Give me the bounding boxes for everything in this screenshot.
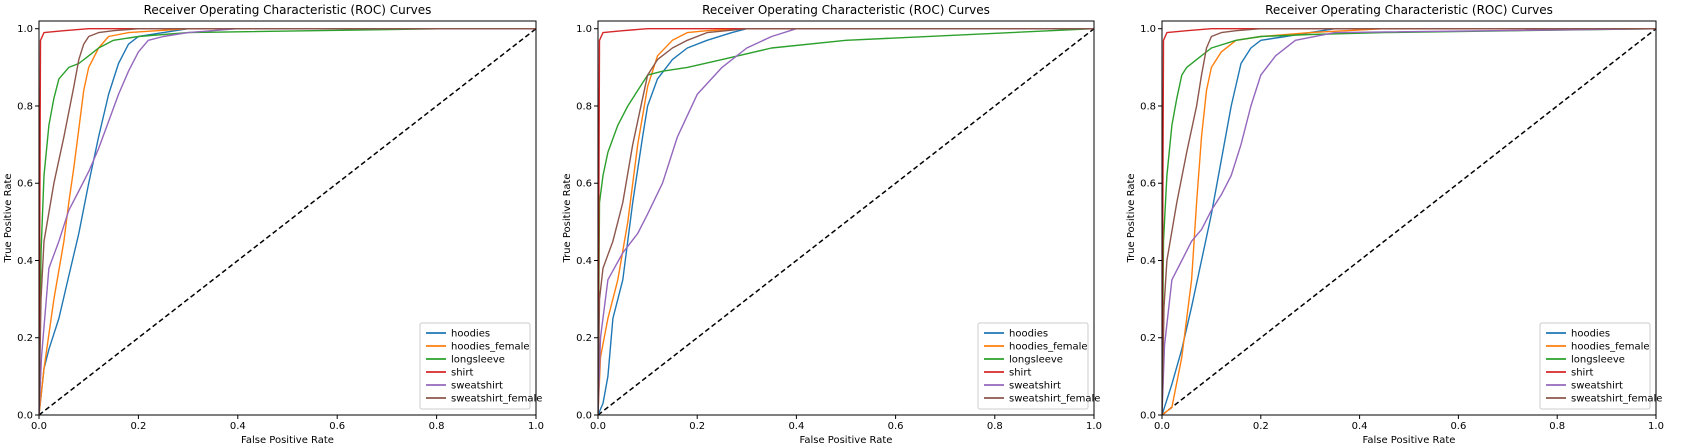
series-line-hoodies-female	[598, 28, 1094, 415]
legend-label: sweatshirt_female	[1571, 394, 1662, 405]
y-tick-label: 0.6	[576, 179, 592, 190]
x-tick-label: 0.2	[1253, 421, 1269, 432]
legend-label: hoodies	[1009, 329, 1048, 340]
series-line-hoodies	[39, 28, 536, 415]
roc-chart-1: Receiver Operating Characteristic (ROC) …	[3, 3, 544, 446]
x-tick-label: 0.0	[31, 421, 47, 432]
legend-label: longsleeve	[1009, 355, 1063, 366]
legend-label: shirt	[1009, 368, 1031, 379]
y-axis-label: True Positive Rate	[1126, 173, 1137, 263]
legend-box	[1539, 322, 1651, 410]
x-tick-label: 0.2	[130, 421, 146, 432]
x-tick-label: 0.4	[788, 421, 804, 432]
y-tick-label: 0.4	[576, 256, 592, 267]
x-tick-label: 0.6	[329, 421, 345, 432]
series-line-longsleeve	[39, 28, 536, 415]
x-tick-label: 0.4	[230, 421, 246, 432]
chance-diagonal	[1162, 28, 1656, 415]
series-line-sweatshirt-female	[39, 28, 536, 415]
chart-title: Receiver Operating Characteristic (ROC) …	[702, 3, 990, 17]
legend-label: hoodies	[1571, 329, 1610, 340]
y-tick-label: 0.8	[576, 101, 592, 112]
legend-label: longsleeve	[451, 355, 505, 366]
x-tick-label: 1.0	[1648, 421, 1664, 432]
y-tick-label: 0.2	[17, 333, 33, 344]
legend-label: sweatshirt	[1571, 381, 1623, 392]
y-tick-label: 0.0	[17, 411, 33, 422]
legend-label: sweatshirt_female	[1009, 394, 1100, 405]
x-axis-label: False Positive Rate	[800, 435, 893, 446]
legend: hoodies hoodies_female longsleeve shirt swea…	[419, 322, 542, 410]
chart-title: Receiver Operating Characteristic (ROC) …	[1265, 3, 1553, 17]
x-tick-label: 0.4	[1352, 421, 1368, 432]
legend-label: sweatshirt_female	[451, 394, 542, 405]
legend-label: shirt	[451, 368, 473, 379]
plot-frame	[597, 20, 1095, 416]
series-line-sweatshirt-female	[598, 28, 1094, 415]
x-axis-label: False Positive Rate	[241, 435, 334, 446]
y-tick-label: 0.2	[1140, 333, 1156, 344]
roc-chart-3: Receiver Operating Characteristic (ROC) …	[1126, 3, 1664, 446]
y-tick-label: 0.0	[576, 411, 592, 422]
legend-label: hoodies_female	[1009, 342, 1088, 353]
y-tick-label: 0.8	[17, 101, 33, 112]
y-tick-label: 0.8	[1140, 101, 1156, 112]
x-tick-label: 0.8	[1549, 421, 1565, 432]
series-line-hoodies-female	[39, 28, 536, 415]
legend-box	[419, 322, 531, 410]
x-tick-label: 0.8	[987, 421, 1003, 432]
series-line-longsleeve	[1162, 28, 1656, 415]
y-tick-label: 0.2	[576, 333, 592, 344]
y-tick-label: 0.0	[1140, 411, 1156, 422]
legend: hoodies hoodies_female longsleeve shirt swea…	[1539, 322, 1662, 410]
series-line-shirt	[598, 28, 1094, 415]
y-axis-label: True Positive Rate	[3, 173, 14, 263]
series-line-sweatshirt-female	[1162, 28, 1656, 415]
x-tick-label: 0.6	[1450, 421, 1466, 432]
plot-frame	[38, 20, 537, 416]
chart-title: Receiver Operating Characteristic (ROC) …	[144, 3, 432, 17]
legend-label: hoodies_female	[1571, 342, 1650, 353]
y-tick-label: 1.0	[17, 24, 33, 35]
y-tick-label: 0.6	[17, 179, 33, 190]
y-tick-label: 0.4	[17, 256, 33, 267]
legend-box	[977, 322, 1089, 410]
series-line-hoodies-female	[1162, 28, 1656, 415]
x-tick-label: 0.0	[1154, 421, 1170, 432]
series-line-hoodies	[598, 28, 1094, 415]
chance-diagonal	[598, 28, 1094, 415]
legend: hoodies hoodies_female longsleeve shirt swea…	[977, 322, 1100, 410]
series-line-sweatshirt	[39, 28, 536, 415]
x-tick-label: 0.2	[689, 421, 705, 432]
x-tick-label: 0.6	[888, 421, 904, 432]
x-tick-label: 0.0	[590, 421, 606, 432]
x-tick-label: 1.0	[528, 421, 544, 432]
legend-label: shirt	[1571, 368, 1593, 379]
y-tick-label: 0.4	[1140, 256, 1156, 267]
y-axis-label: True Positive Rate	[562, 173, 573, 263]
legend-label: sweatshirt	[451, 381, 503, 392]
series-line-sweatshirt	[1162, 28, 1656, 415]
legend-label: hoodies	[451, 329, 490, 340]
y-tick-label: 1.0	[1140, 24, 1156, 35]
x-tick-label: 0.8	[429, 421, 445, 432]
chance-diagonal	[39, 28, 536, 415]
x-tick-label: 1.0	[1086, 421, 1102, 432]
legend-label: sweatshirt	[1009, 381, 1061, 392]
legend-label: longsleeve	[1571, 355, 1625, 366]
x-axis-label: False Positive Rate	[1363, 435, 1456, 446]
y-tick-label: 0.6	[1140, 179, 1156, 190]
series-line-longsleeve	[598, 28, 1094, 415]
roc-chart-2: Receiver Operating Characteristic (ROC) …	[562, 3, 1102, 446]
series-line-sweatshirt	[598, 28, 1094, 415]
y-tick-label: 1.0	[576, 24, 592, 35]
plot-frame	[1161, 20, 1657, 416]
legend-label: hoodies_female	[451, 342, 530, 353]
